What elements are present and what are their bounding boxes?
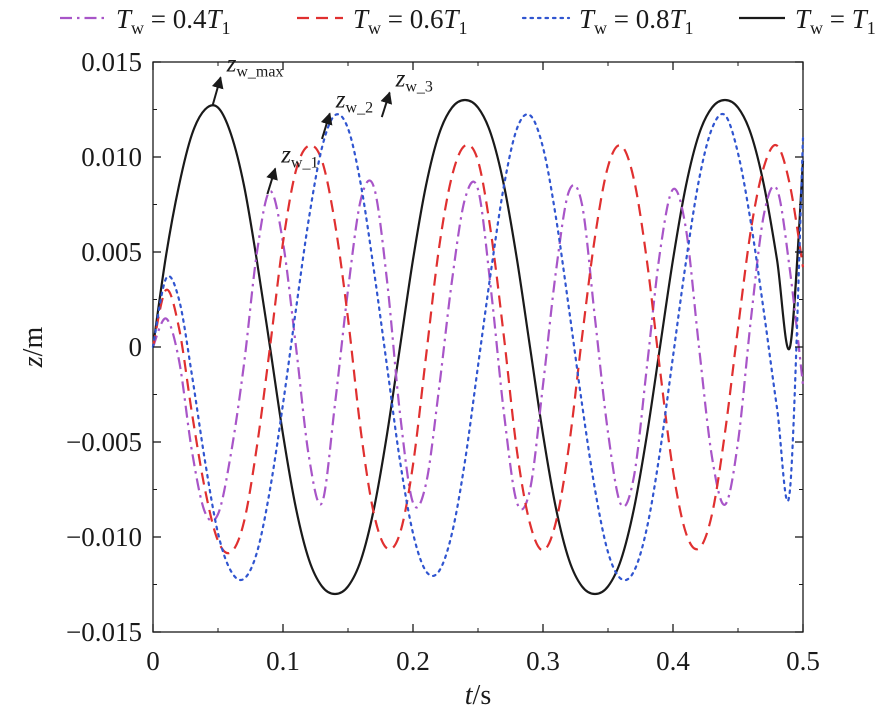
x-tick-label: 0.2 bbox=[396, 646, 430, 676]
annotation-label: zw_max bbox=[226, 50, 284, 80]
x-tick-label: 0 bbox=[146, 646, 160, 676]
y-axis-label-unit: /m bbox=[18, 327, 49, 357]
legend-item-2: Tw = 0.8T1 bbox=[521, 4, 694, 38]
y-tick-label: 0.005 bbox=[81, 237, 142, 267]
series-line-2 bbox=[151, 112, 805, 582]
legend-item-3: Tw = T1 bbox=[739, 4, 876, 38]
legend-item-0: Tw = 0.4T1 bbox=[60, 4, 231, 38]
series-line-0 bbox=[151, 179, 805, 522]
y-axis-label-var: z bbox=[18, 356, 49, 368]
annotation-2: zw_2 bbox=[320, 87, 373, 140]
legend-label: Tw = 0.6T1 bbox=[353, 4, 468, 38]
series-line-1 bbox=[151, 143, 805, 555]
y-axis-label: z/m bbox=[18, 327, 49, 369]
annotation-layer: zw_max zw_1 zw_2 zw_3 bbox=[211, 50, 433, 195]
x-tick-label: 0.4 bbox=[656, 646, 690, 676]
annotation-1: zw_1 bbox=[266, 142, 318, 195]
x-axis-label: t/s bbox=[465, 680, 491, 711]
x-axis: 0 0.1 0.2 0.3 0.4 0.5 bbox=[146, 62, 820, 676]
y-tick-label: −0.005 bbox=[66, 427, 142, 457]
y-tick-label: 0.015 bbox=[81, 47, 142, 77]
y-tick-label: 0.010 bbox=[81, 142, 142, 172]
y-axis: 0.015 0.010 0.005 0 −0.005 −0.010 −0.015 bbox=[66, 47, 803, 647]
annotation-label: zw_2 bbox=[335, 87, 373, 117]
annotation-arrow bbox=[380, 91, 393, 118]
x-tick-label: 0.3 bbox=[526, 646, 560, 676]
annotation-arrow bbox=[211, 76, 224, 106]
x-tick-label: 0.5 bbox=[786, 646, 820, 676]
annotation-arrow bbox=[266, 167, 278, 195]
series-line-3 bbox=[151, 98, 805, 596]
legend-item-1: Tw = 0.6T1 bbox=[297, 4, 468, 38]
annotation-0: zw_max bbox=[211, 50, 284, 106]
x-tick-label: 0.1 bbox=[266, 646, 300, 676]
legend-label: Tw = 0.4T1 bbox=[116, 4, 231, 38]
y-tick-label: −0.015 bbox=[66, 617, 142, 647]
legend-label: Tw = 0.8T1 bbox=[579, 4, 694, 38]
annotation-3: zw_3 bbox=[380, 66, 433, 118]
annotation-arrow bbox=[320, 112, 333, 140]
y-tick-label: −0.010 bbox=[66, 522, 142, 552]
series-layer bbox=[151, 98, 805, 596]
x-axis-label-unit: /s bbox=[473, 680, 492, 711]
plot-area-frame bbox=[152, 61, 804, 633]
chart-legend: Tw = 0.4T1 Tw = 0.6T1 Tw = 0.8T1 Tw = T1 bbox=[60, 4, 876, 38]
annotation-label: zw_1 bbox=[280, 142, 318, 172]
x-axis-label-var: t bbox=[465, 680, 474, 711]
legend-label: Tw = T1 bbox=[795, 4, 876, 38]
annotation-label: zw_3 bbox=[395, 66, 433, 96]
y-tick-label: 0 bbox=[129, 332, 143, 362]
